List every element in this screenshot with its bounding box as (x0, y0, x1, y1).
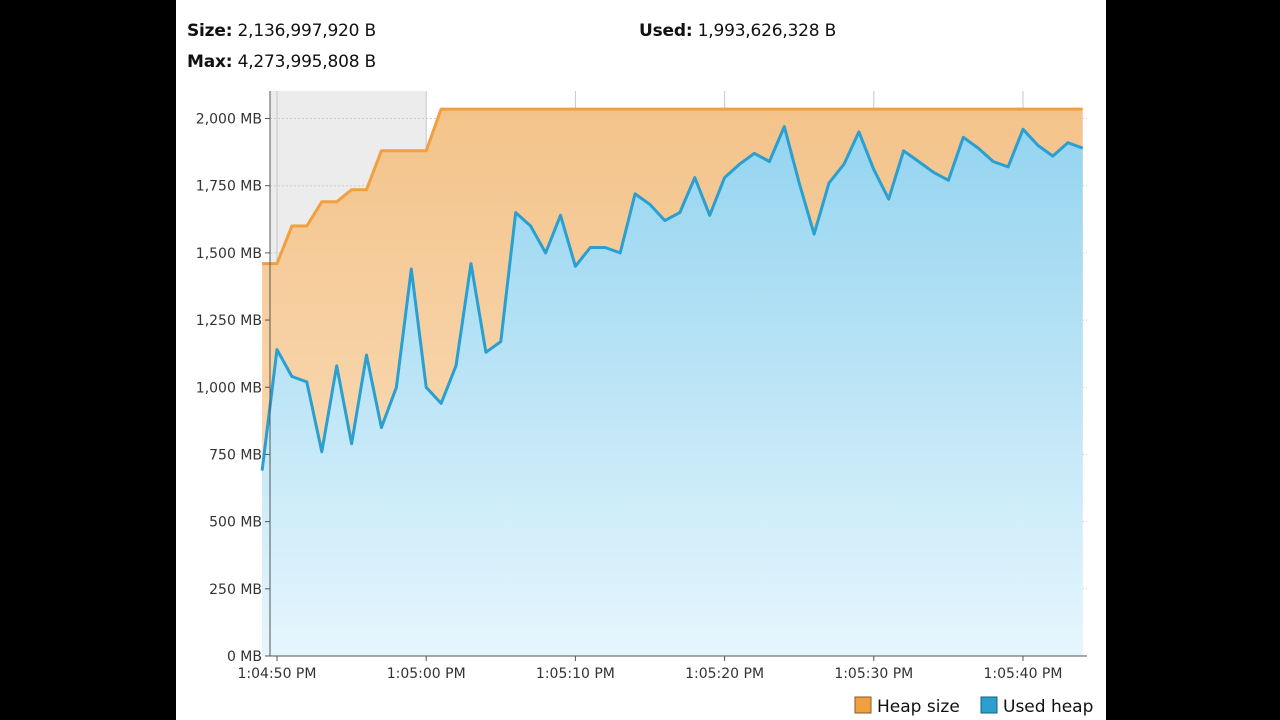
series-line-used-heap (260, 125, 1084, 471)
x-tick-label: 1:05:30 PM (834, 666, 913, 682)
y-tick-label: 1,500 MB (196, 246, 262, 262)
chart-lines (260, 107, 1084, 471)
y-tick-label: 1,750 MB (196, 179, 262, 195)
x-tick-label: 1:05:00 PM (387, 666, 466, 682)
y-tick-label: 500 MB (209, 515, 262, 531)
size-value: 2,136,997,920 B (237, 21, 377, 41)
y-tick-label: 1,250 MB (196, 313, 262, 329)
x-tick-label: 1:04:50 PM (238, 666, 317, 682)
max-value: 4,273,995,808 B (237, 52, 377, 72)
heap-chart: 0 MB 250 MB 500 MB 750 MB 1,000 MB 1,250 MB 1,… (196, 91, 1093, 717)
legend-swatch-used-heap (980, 696, 998, 714)
y-tick-label: 1,000 MB (196, 380, 262, 396)
used-label: Used: (639, 21, 693, 41)
y-tick-label: 0 MB (227, 649, 262, 665)
series-area-used-heap (262, 126, 1083, 657)
heap-size-readout: Size: 2,136,997,920 B (187, 21, 376, 41)
heap-used-readout: Used: 1,993,626,328 B (639, 21, 836, 41)
heap-max-readout: Max: 4,273,995,808 B (187, 52, 376, 72)
y-tick-label: 750 MB (209, 447, 262, 463)
series-line-heap-size (262, 107, 1083, 266)
x-tick-label: 1:05:10 PM (536, 666, 615, 682)
used-value: 1,993,626,328 B (697, 21, 837, 41)
y-tick-label: 250 MB (209, 582, 262, 598)
y-tick-label: 2,000 MB (196, 112, 262, 128)
legend-swatch-heap-size (854, 696, 872, 714)
max-label: Max: (187, 52, 233, 72)
chart-axes: 0 MB 250 MB 500 MB 750 MB 1,000 MB 1,250 MB 1,… (196, 91, 1087, 682)
legend-label-heap-size: Heap size (877, 697, 960, 717)
x-tick-label: 1:05:20 PM (685, 666, 764, 682)
chart-legend: Heap size Used heap (854, 696, 1093, 717)
chart-areas (262, 109, 1083, 657)
size-label: Size: (187, 21, 233, 41)
x-tick-label: 1:05:40 PM (984, 666, 1063, 682)
legend-label-used-heap: Used heap (1003, 697, 1093, 717)
heap-monitor-panel: Size: 2,136,997,920 B Max: 4,273,995,808… (176, 0, 1106, 720)
